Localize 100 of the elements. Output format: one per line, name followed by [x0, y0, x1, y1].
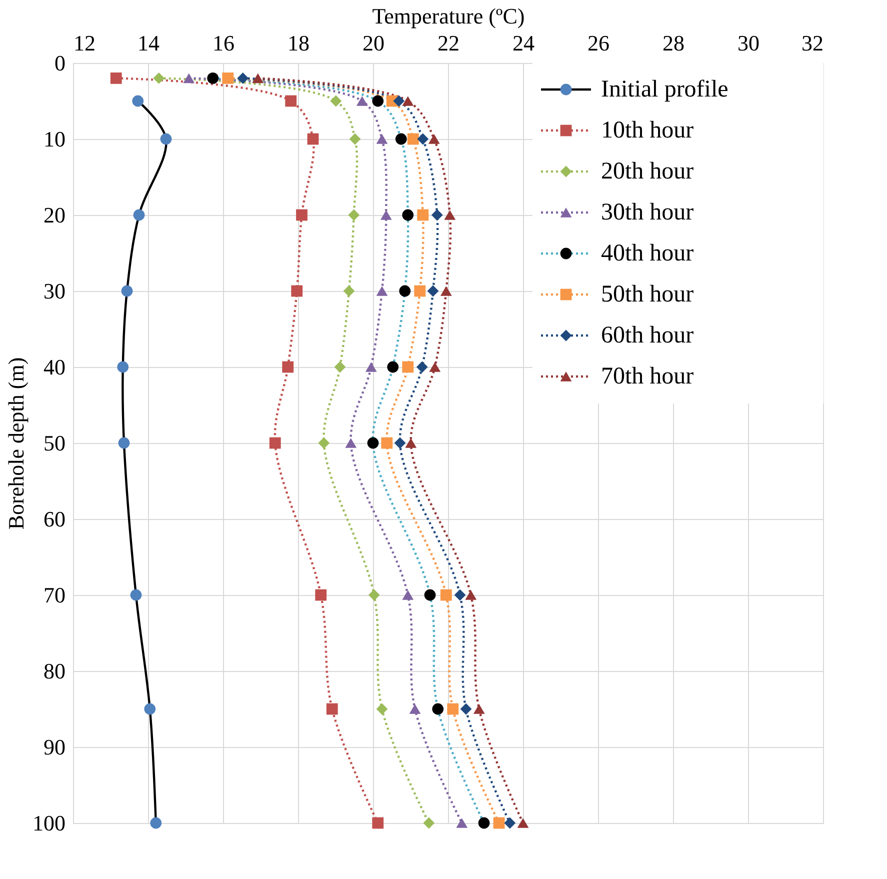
- point: [356, 96, 368, 106]
- point: [330, 95, 342, 107]
- point: [376, 134, 388, 144]
- point: [237, 72, 249, 84]
- point: [326, 703, 338, 715]
- y-tick-label: 50: [44, 430, 66, 456]
- point: [402, 590, 414, 600]
- point: [429, 362, 441, 372]
- legend-label: 40th hour: [601, 240, 694, 266]
- y-tick-label: 60: [44, 506, 66, 532]
- point: [160, 133, 172, 145]
- point: [416, 361, 428, 373]
- point: [376, 286, 388, 296]
- point: [117, 361, 129, 373]
- point: [393, 95, 405, 107]
- point: [110, 72, 122, 84]
- x-tick-label: 14: [138, 30, 160, 56]
- x-tick-label: 16: [212, 30, 234, 56]
- x-tick-label: 28: [662, 30, 684, 56]
- point: [269, 437, 281, 449]
- legend-label: 20th hour: [601, 158, 694, 184]
- legend-label: 10th hour: [601, 118, 694, 144]
- point: [417, 133, 429, 145]
- point: [372, 817, 384, 829]
- point: [402, 361, 414, 373]
- point: [144, 703, 156, 715]
- x-tick-label: 12: [74, 30, 96, 56]
- y-tick-label: 100: [32, 810, 66, 836]
- point: [456, 818, 468, 828]
- point: [133, 209, 145, 221]
- point: [428, 134, 440, 144]
- point: [394, 437, 406, 449]
- point: [409, 704, 421, 714]
- y-tick-label: 10: [44, 126, 66, 152]
- point: [252, 73, 264, 84]
- point: [454, 589, 466, 601]
- point: [118, 437, 130, 449]
- y-tick-label: 70: [44, 582, 66, 608]
- point: [440, 589, 452, 601]
- point: [432, 703, 444, 715]
- legend-label: Initial profile: [601, 76, 728, 102]
- point: [334, 361, 346, 373]
- point: [405, 438, 417, 448]
- point: [345, 438, 357, 448]
- point: [473, 704, 485, 714]
- point: [207, 72, 219, 84]
- point: [285, 95, 297, 107]
- point: [387, 361, 399, 373]
- x-tick-label: 24: [512, 30, 534, 56]
- point: [282, 361, 294, 373]
- point: [407, 133, 419, 145]
- point: [376, 703, 388, 715]
- point: [431, 209, 443, 221]
- y-tick-label: 30: [44, 278, 66, 304]
- point: [465, 590, 477, 600]
- legend-label: 30th hour: [601, 200, 694, 226]
- point: [444, 210, 456, 220]
- point: [153, 72, 165, 84]
- y-tick-label: 90: [44, 734, 66, 760]
- point: [402, 209, 414, 221]
- y-tick-label: 20: [44, 202, 66, 228]
- x-tick-label: 32: [802, 30, 824, 56]
- point: [493, 817, 505, 829]
- point: [414, 285, 426, 297]
- x-tick-label: 26: [588, 30, 610, 56]
- point: [349, 133, 361, 145]
- y-tick-label: 40: [44, 354, 66, 380]
- point: [132, 95, 144, 107]
- legend-label: 50th hour: [601, 282, 694, 308]
- y-tick-label: 0: [54, 50, 66, 76]
- point: [447, 703, 459, 715]
- legend-label: 70th hour: [601, 364, 694, 390]
- point: [307, 133, 319, 145]
- x-tick-label: 22: [438, 30, 460, 56]
- point: [121, 285, 133, 297]
- point: [417, 209, 429, 221]
- y-axis-title: Borehole depth (m): [4, 357, 28, 530]
- point: [504, 817, 516, 829]
- legend-label: 60th hour: [601, 322, 694, 348]
- point: [372, 95, 384, 107]
- point: [478, 817, 490, 829]
- point: [348, 209, 360, 221]
- point: [315, 589, 327, 601]
- point: [423, 817, 435, 829]
- point: [318, 437, 330, 449]
- point: [367, 437, 379, 449]
- point: [130, 589, 142, 601]
- point: [517, 818, 529, 828]
- point: [460, 703, 472, 715]
- point: [402, 96, 414, 106]
- point: [291, 285, 303, 297]
- point: [365, 362, 377, 372]
- point: [427, 285, 439, 297]
- point: [395, 133, 407, 145]
- x-tick-label: 18: [288, 30, 310, 56]
- point: [222, 72, 234, 84]
- x-tick-label: 30: [738, 30, 760, 56]
- point: [440, 286, 452, 296]
- point: [368, 589, 380, 601]
- point: [399, 285, 411, 297]
